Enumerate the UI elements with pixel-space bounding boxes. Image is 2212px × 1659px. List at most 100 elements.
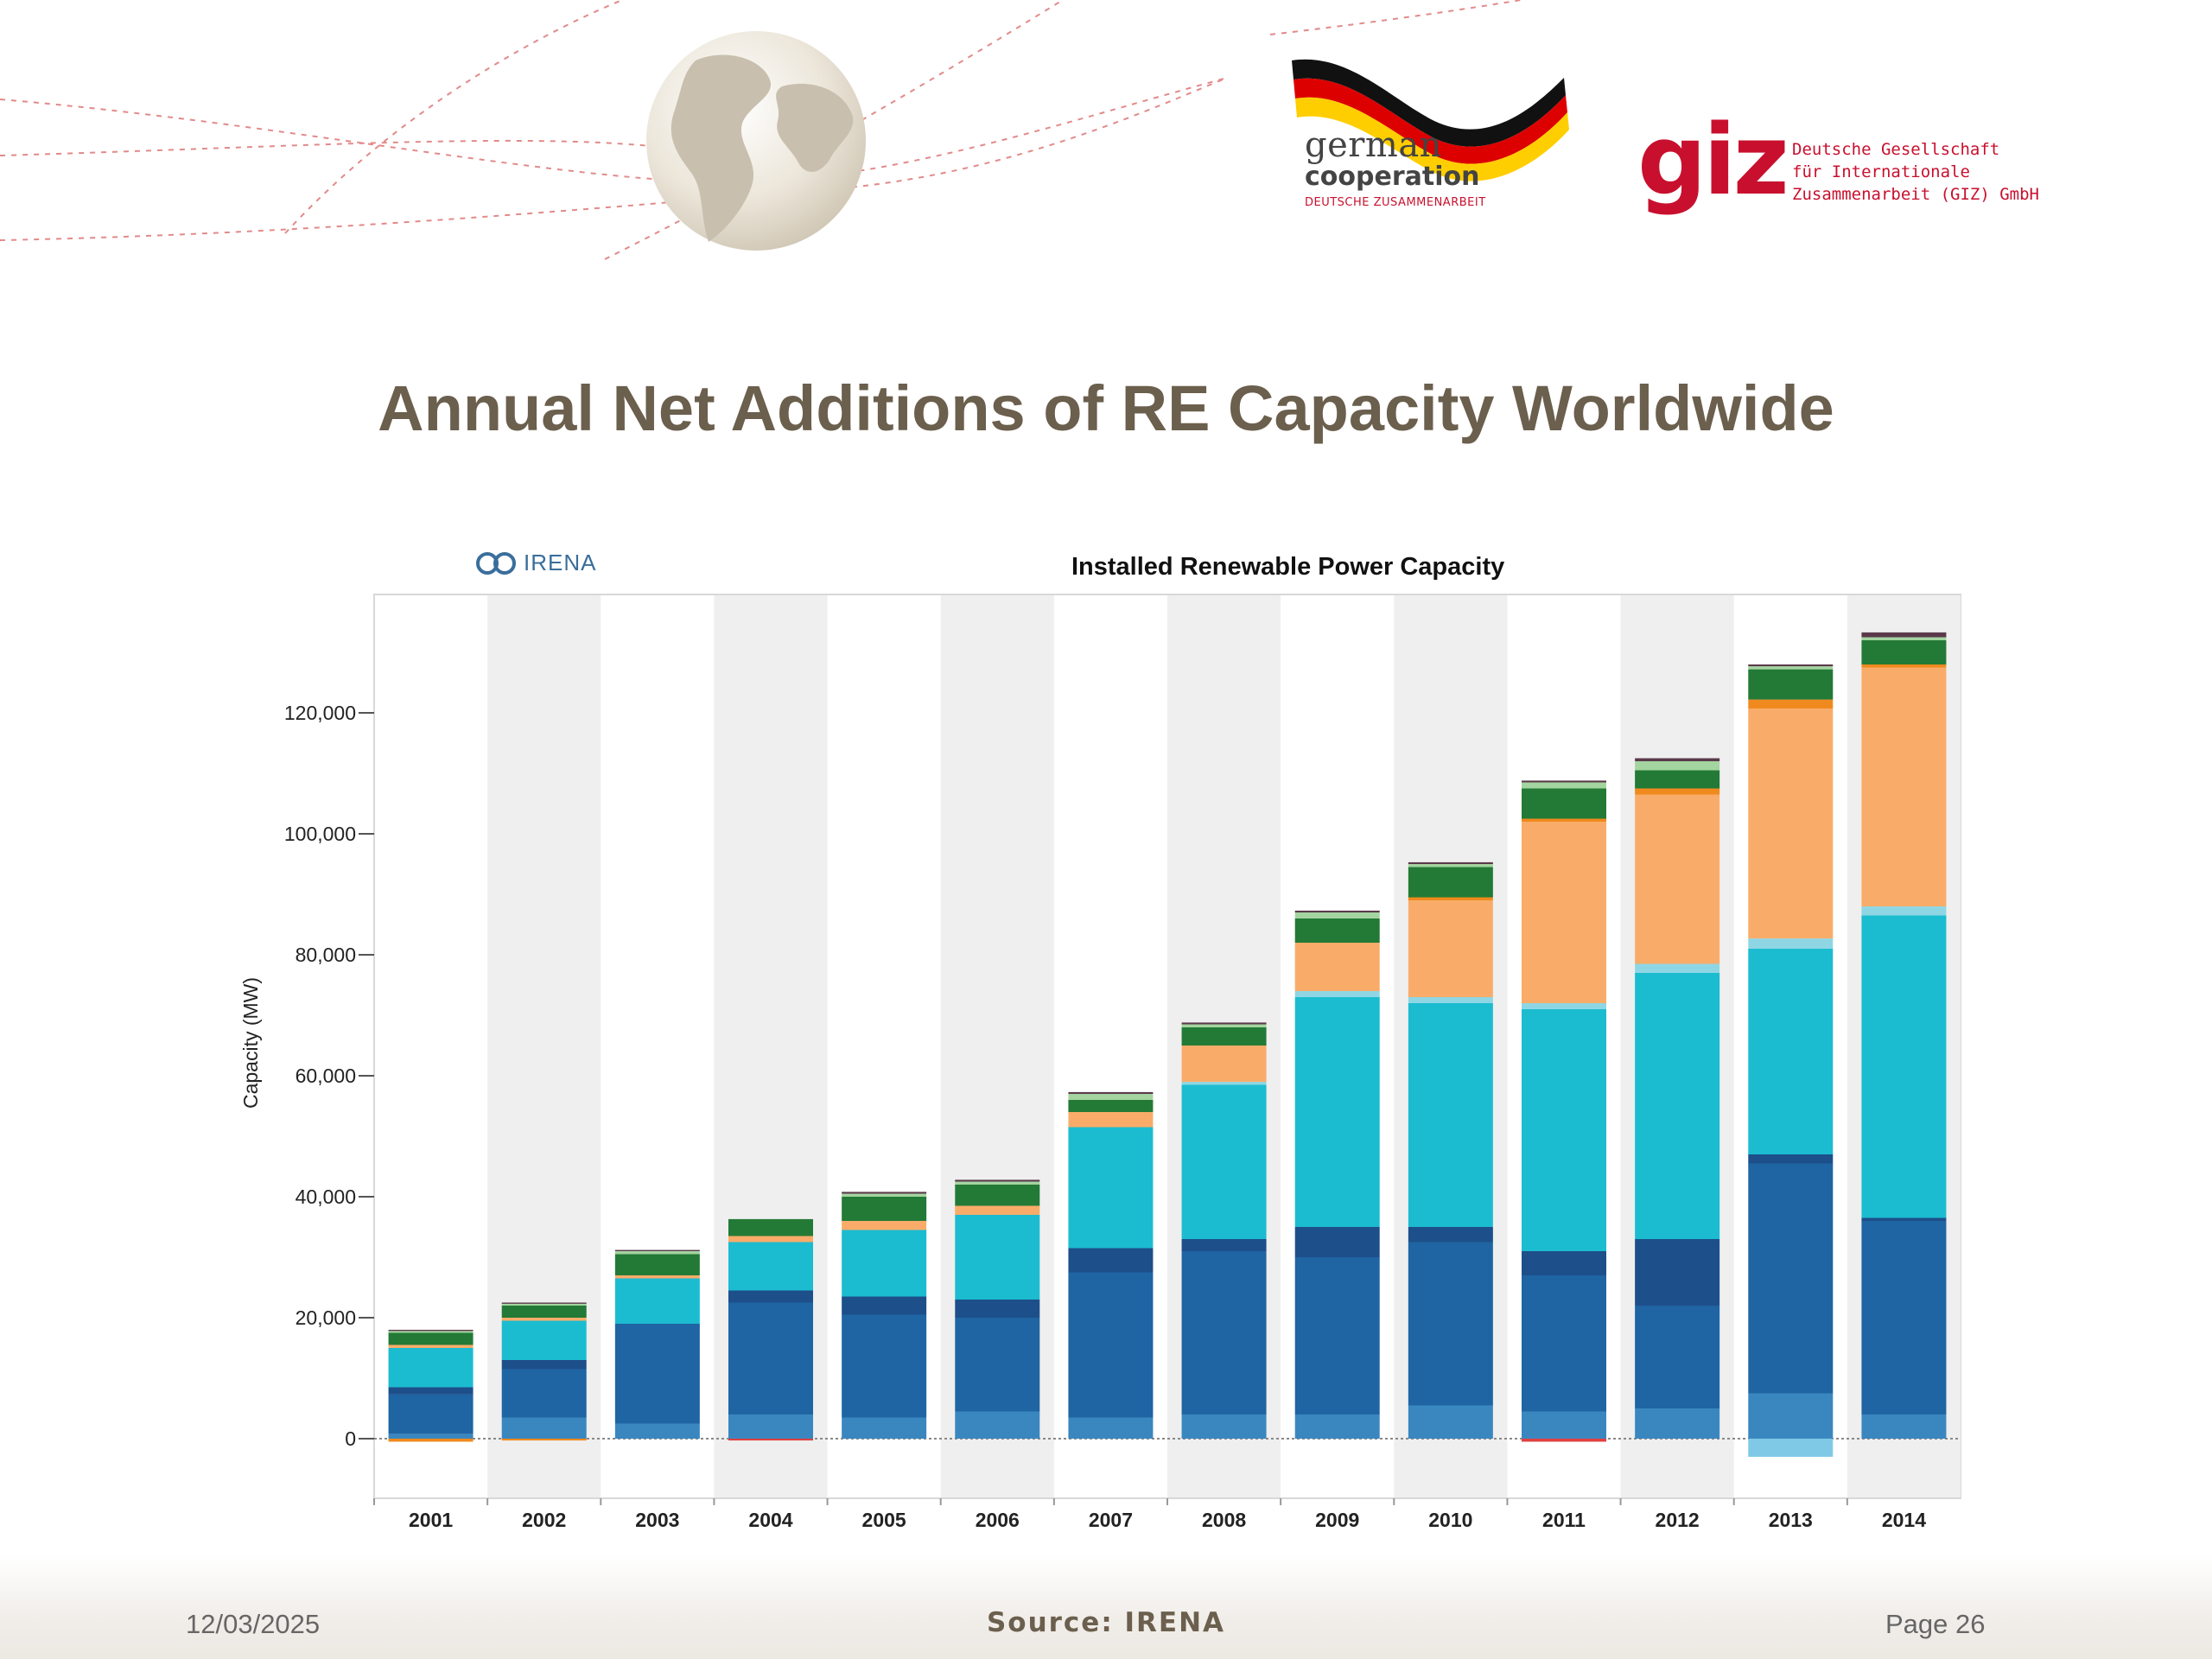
bar-segment [1635, 770, 1720, 789]
bar-segment [1181, 1414, 1267, 1439]
giz-logo: giz [1637, 105, 1789, 217]
bar-segment [955, 1205, 1040, 1215]
bar-segment [1181, 1027, 1267, 1046]
footer-source: Source: IRENA [986, 1607, 1226, 1638]
bar-segment [955, 1318, 1040, 1412]
bar-segment [501, 1306, 587, 1318]
bar-segment [1068, 1112, 1154, 1128]
dotted-curve [1269, 0, 1522, 35]
y-tick-label: 0 [345, 1427, 356, 1450]
x-tick-label: 2009 [1315, 1509, 1359, 1531]
bar-segment [1748, 1154, 1834, 1164]
bar-segment [1294, 1257, 1380, 1414]
bar-segment [955, 1185, 1040, 1206]
bar-segment [728, 1439, 813, 1441]
bar-segment [614, 1251, 700, 1255]
bar-segment [1068, 1248, 1154, 1273]
bar-segment [1294, 912, 1380, 918]
bar-segment [1522, 1003, 1606, 1009]
irena-logo-text: IRENA [524, 550, 597, 575]
bar-segment [1748, 666, 1834, 670]
bar-segment [501, 1439, 587, 1441]
bar-segment [1408, 1227, 1493, 1243]
bar-segment [388, 1331, 474, 1333]
irena-logo: IRENA [475, 550, 596, 576]
bar-segment [842, 1314, 927, 1418]
bar-segment [1635, 758, 1720, 761]
bar-segment [614, 1249, 700, 1251]
x-tick-label: 2007 [1089, 1509, 1133, 1531]
bar-segment [1294, 943, 1380, 991]
x-tick-label: 2003 [635, 1509, 679, 1531]
y-axis: 0 20,000 40,000 60,000 80,000 100,000 120,000 [284, 702, 374, 1450]
bar-segment [842, 1221, 927, 1230]
x-tick-label: 2006 [976, 1509, 1020, 1531]
bar-segment [388, 1387, 474, 1395]
bar-segment [955, 1215, 1040, 1300]
bar-segment [1181, 1251, 1267, 1414]
bar-segment [842, 1417, 927, 1439]
german-cooperation-logo: german cooperation DEUTSCHE ZUSAMMENARBE… [1305, 128, 1486, 208]
bar-segment [1635, 1306, 1720, 1408]
x-tick-label: 2011 [1542, 1509, 1586, 1531]
giz-name: Deutsche Gesellschaft für Internationale… [1792, 138, 2039, 206]
x-tick-label: 2004 [748, 1509, 792, 1531]
bar-segment [388, 1348, 474, 1388]
german-cooperation-line3: DEUTSCHE ZUSAMMENARBEIT [1305, 196, 1486, 209]
bar-segment [1181, 1084, 1267, 1239]
bar-segment [1408, 900, 1493, 997]
bar-segment [1068, 1094, 1154, 1100]
bar-segment [1294, 997, 1380, 1227]
footer-page-number: Page 26 [1885, 1609, 1986, 1639]
x-tick-label: 2012 [1656, 1509, 1700, 1531]
x-tick-label: 2014 [1882, 1509, 1926, 1531]
bar-segment [728, 1218, 813, 1236]
german-flag-wave [1292, 59, 1569, 181]
bars-group [388, 632, 1947, 1457]
footer-date: 12/03/2025 [186, 1609, 321, 1639]
bar-segment [388, 1344, 474, 1348]
bar-segment [1861, 667, 1947, 906]
bar-segment [1748, 669, 1834, 700]
bar-segment [1748, 1163, 1834, 1394]
giz-name-line3: Zusammenarbeit (GIZ) GmbH [1792, 185, 2039, 204]
x-tick-label: 2008 [1202, 1509, 1246, 1531]
header-decoration [0, 0, 1569, 260]
bar-segment [1522, 822, 1606, 1003]
dotted-curve [0, 139, 692, 156]
german-cooperation-line2: cooperation [1305, 162, 1480, 192]
bar-segment [501, 1417, 587, 1439]
bar-segment [1522, 780, 1606, 783]
giz-name-line2: für Internationale [1792, 162, 1970, 181]
bar-segment [842, 1197, 927, 1221]
bar-segment [388, 1439, 474, 1442]
bar-segment [1522, 1009, 1606, 1251]
irena-logo-icon [476, 551, 516, 575]
bar-segment [1181, 1239, 1267, 1251]
bar-segment [1181, 1082, 1267, 1085]
bar-segment [1748, 709, 1834, 939]
bar-segment [728, 1242, 813, 1291]
bar-segment [842, 1230, 927, 1297]
bar-segment [501, 1320, 587, 1360]
bar-segment [1408, 1242, 1493, 1406]
bar-segment [1635, 1408, 1720, 1439]
bar-segment [1635, 788, 1720, 795]
bar-segment [1408, 897, 1493, 900]
bar-segment [501, 1318, 587, 1321]
bar-segment [955, 1411, 1040, 1439]
bar-segment [1861, 632, 1947, 638]
y-tick-label: 40,000 [296, 1185, 356, 1208]
german-cooperation-line1: german [1305, 125, 1442, 165]
bar-segment [1408, 1405, 1493, 1439]
bar-segment [1522, 818, 1606, 822]
bar-segment [1522, 1275, 1606, 1412]
y-tick-label: 120,000 [284, 702, 356, 724]
bar-segment [1294, 910, 1380, 912]
slide-title: Annual Net Additions of RE Capacity Worl… [378, 372, 1834, 444]
bar-segment [728, 1236, 813, 1243]
bar-segment [501, 1302, 587, 1304]
chart-title: Installed Renewable Power Capacity [1071, 553, 1505, 581]
bar-segment [1748, 1439, 1834, 1457]
bar-segment [1408, 864, 1493, 868]
